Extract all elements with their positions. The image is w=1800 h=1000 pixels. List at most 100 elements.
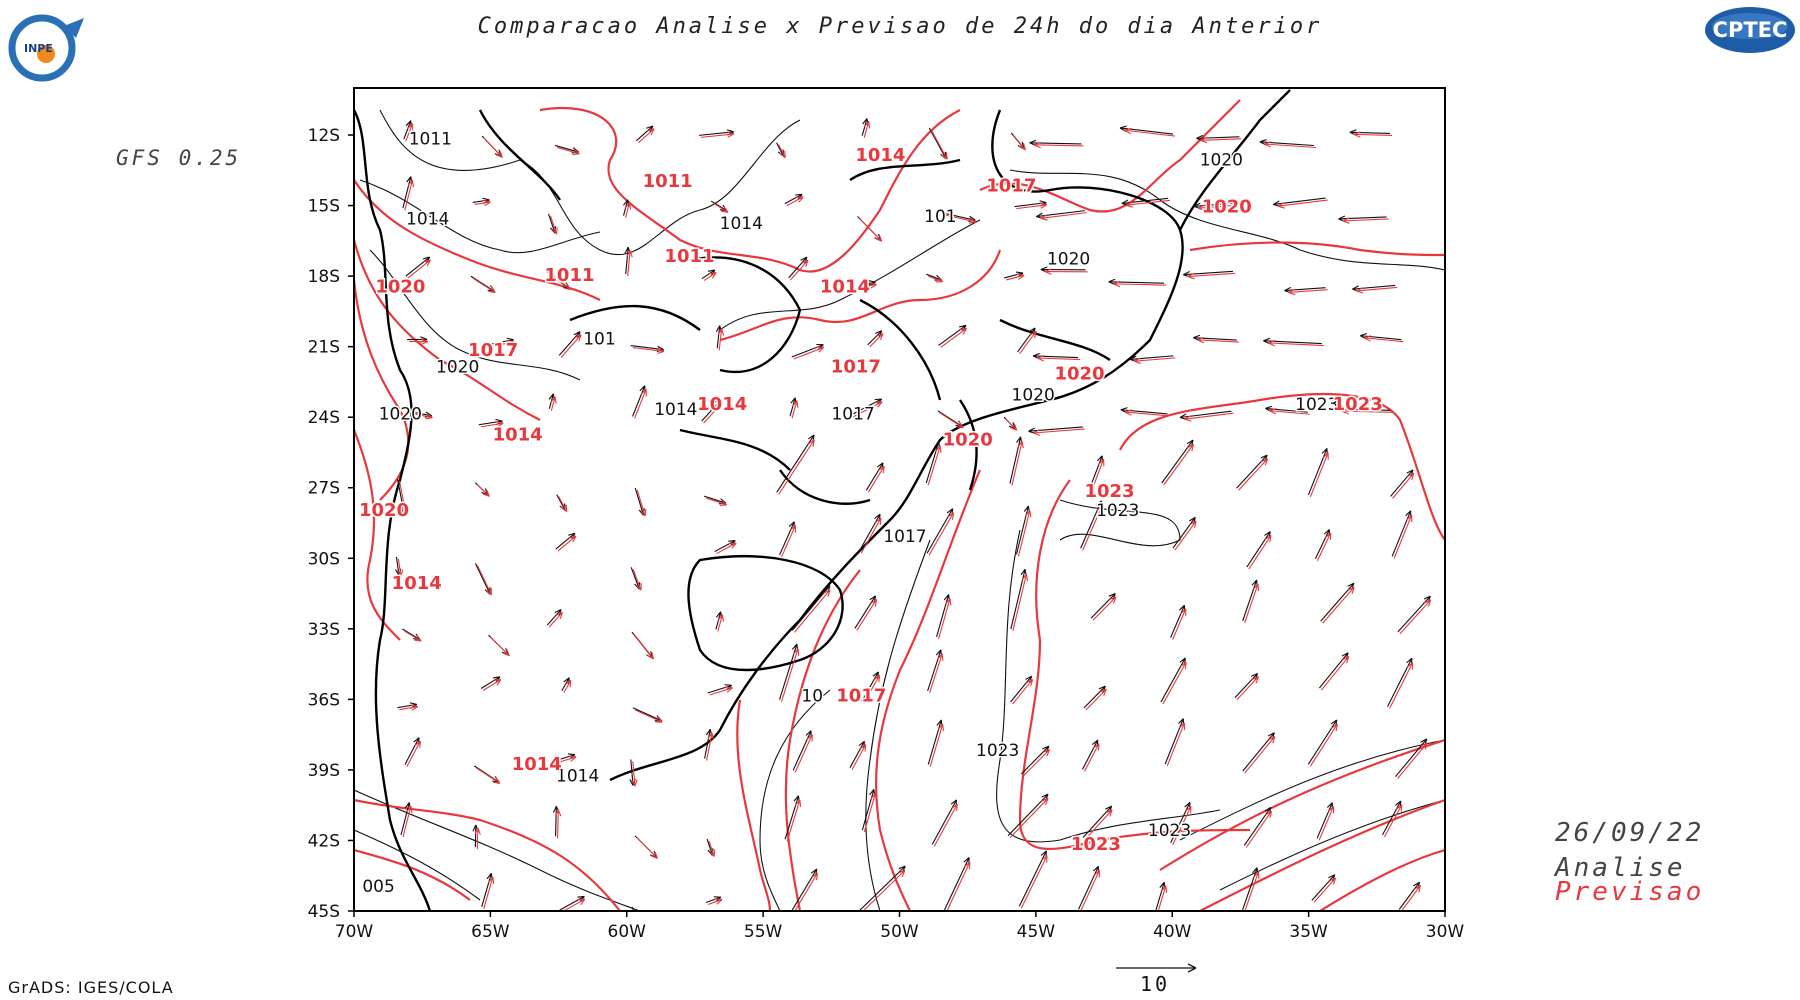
- forecast-isobar: [1018, 479, 1251, 850]
- wind-arrow: [473, 765, 500, 783]
- wind-arrow: [700, 131, 735, 138]
- wind-arrow: [703, 401, 724, 424]
- wind-arrow: [1033, 141, 1084, 149]
- wind-arrow: [706, 732, 714, 761]
- wind-arrow: [1322, 586, 1355, 624]
- date-label: 26/09/22: [1555, 818, 1705, 848]
- wind-arrow: [1044, 268, 1088, 275]
- x-tick-label: 35W: [1289, 922, 1328, 942]
- country-border: [779, 469, 871, 505]
- wind-arrow: [1184, 412, 1234, 422]
- wind-arrow: [703, 495, 727, 505]
- wind-arrow: [856, 599, 878, 631]
- y-tick-label: 21S: [308, 338, 340, 358]
- wind-arrow: [860, 517, 882, 554]
- wind-arrow: [940, 327, 968, 348]
- country-border: [859, 298, 942, 401]
- analysis-contour-label: 1017: [831, 405, 874, 425]
- wind-arrow: [929, 723, 945, 767]
- wind-arrow: [483, 137, 503, 158]
- analysis-contour-label: 005: [362, 877, 394, 897]
- wind-arrow: [790, 259, 809, 281]
- wind-arrow: [776, 142, 785, 157]
- chart-title: Comparacao Analise x Previsao de 24h do …: [477, 14, 1323, 39]
- forecast-isobar: [354, 798, 621, 911]
- analysis-contour-label: 1023: [1148, 821, 1191, 841]
- wind-arrow: [1020, 745, 1050, 775]
- wind-arrow: [405, 123, 414, 142]
- x-tick-label: 55W: [744, 922, 783, 942]
- forecast-isobar: [354, 279, 410, 501]
- wind-arrow: [1020, 855, 1048, 909]
- wind-arrow: [1268, 339, 1324, 347]
- x-tick-label: 50W: [880, 922, 919, 942]
- wind-arrow: [939, 412, 964, 429]
- wind-arrow: [1006, 273, 1025, 281]
- wind-arrow: [563, 679, 572, 694]
- forecast-contour-label: 1014: [855, 145, 905, 166]
- wind-arrow: [1160, 657, 1186, 703]
- wind-arrow: [1318, 652, 1349, 689]
- wind-arrow: [1309, 452, 1329, 498]
- wind-arrow: [1172, 516, 1196, 549]
- wind-arrow: [946, 861, 971, 911]
- wind-arrow: [1085, 688, 1107, 711]
- wind-arrow: [1307, 448, 1328, 496]
- wind-arrow: [778, 439, 815, 495]
- wind-arrow: [1016, 202, 1048, 210]
- forecast-contour-label: 1017: [468, 340, 518, 361]
- wind-arrow: [852, 401, 883, 418]
- wind-arrow: [1243, 806, 1272, 846]
- wind-arrow: [1389, 662, 1414, 709]
- wind-arrow: [786, 196, 804, 207]
- analysis-contour-label: 1023: [1295, 395, 1338, 415]
- coastline: [1178, 89, 1291, 231]
- wind-arrow: [556, 494, 566, 511]
- wind-arrow: [851, 744, 867, 771]
- wind-arrow: [781, 648, 800, 702]
- wind-arrow: [788, 256, 808, 279]
- wind-arrow: [1244, 583, 1260, 624]
- analysis-contour-label: 1014: [406, 209, 449, 229]
- forecast-isobar: [719, 249, 1002, 342]
- forecast-isobar: [784, 569, 861, 911]
- wind-arrow: [476, 565, 493, 596]
- wind-arrow: [717, 328, 725, 351]
- wind-arrow: [933, 803, 958, 847]
- wind-arrow: [404, 179, 415, 211]
- wind-arrow: [1390, 469, 1414, 497]
- x-tick-label: 40W: [1153, 922, 1192, 942]
- reference-vector-head: [1187, 963, 1197, 973]
- wind-arrow: [781, 525, 797, 558]
- wind-arrow: [1012, 678, 1034, 705]
- wind-arrow: [1320, 582, 1355, 622]
- inpe-logo-text: INPE: [24, 42, 53, 55]
- wind-arrow: [1037, 354, 1081, 362]
- wind-arrow: [701, 398, 723, 422]
- y-tick-label: 12S: [308, 126, 340, 146]
- wind-arrow: [1155, 881, 1166, 911]
- wind-arrow: [1244, 736, 1276, 774]
- wind-arrow: [634, 709, 663, 723]
- forecast-isobar: [1119, 392, 1445, 541]
- wind-arrow: [1234, 672, 1259, 699]
- y-tick-label: 24S: [308, 408, 340, 428]
- wind-arrow: [854, 595, 877, 629]
- wind-arrow: [409, 338, 429, 345]
- y-tick-label: 33S: [308, 620, 340, 640]
- x-tick-label: 65W: [471, 922, 510, 942]
- cptec-logo-text: CPTEC: [1713, 18, 1788, 42]
- wind-arrow: [1277, 199, 1328, 209]
- forecast-isobar: [354, 239, 541, 421]
- wind-arrow: [1197, 204, 1240, 211]
- analysis-contour-label: 1014: [654, 400, 697, 420]
- wind-arrow: [928, 275, 944, 283]
- wind-arrow: [632, 707, 663, 722]
- analysis-isobar: [1179, 739, 1445, 841]
- wind-arrow: [1164, 718, 1185, 765]
- wind-arrow: [710, 200, 728, 212]
- forecast-contour-label: 1020: [1054, 364, 1104, 385]
- wind-arrow: [925, 441, 941, 484]
- wind-arrow: [861, 789, 876, 831]
